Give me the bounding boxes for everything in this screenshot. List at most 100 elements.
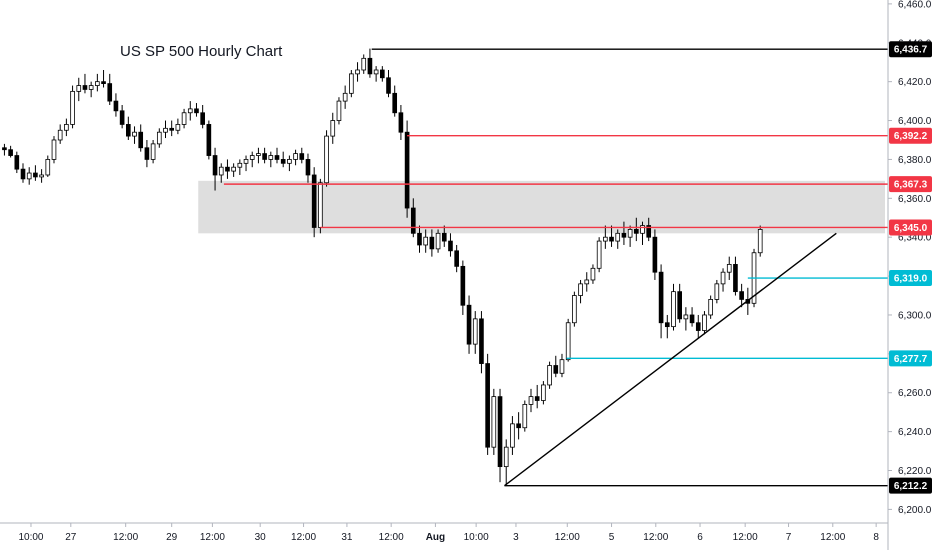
candle (739, 283, 744, 308)
time-tick-label: Aug (426, 532, 445, 543)
candle (392, 85, 398, 117)
bearish-candle-body (553, 365, 559, 374)
candle (578, 279, 583, 304)
bearish-candle-body (677, 291, 683, 320)
bullish-candle-body (70, 90, 75, 125)
candle (448, 233, 453, 257)
bearish-candle-body (485, 363, 490, 448)
price-level-badge: 6,436.7 (889, 41, 932, 58)
bullish-candle-body (708, 299, 713, 316)
bearish-candle-body (479, 318, 484, 364)
bearish-candle-body (299, 153, 305, 160)
time-tick-label: 27 (65, 532, 77, 543)
bearish-candle-body (262, 153, 267, 160)
candle (503, 439, 509, 487)
candle (64, 118, 69, 137)
candle (386, 69, 391, 98)
candle (8, 145, 13, 158)
price-level-badge: 6,367.3 (889, 176, 932, 193)
bullish-candle-body (336, 100, 342, 121)
price-badge-label: 6,345.0 (894, 223, 928, 234)
bearish-candle-body (138, 131, 144, 149)
price-tick-label: 6,220.0 (898, 466, 932, 477)
candle (342, 85, 348, 109)
bearish-candle-body (14, 155, 20, 170)
candle (144, 139, 150, 168)
bearish-candle-body (379, 69, 385, 79)
bullish-candle-body (330, 120, 336, 137)
bearish-candle-body (664, 322, 670, 328)
candle (311, 167, 317, 238)
bearish-candle-body (144, 147, 150, 160)
price-tick-label: 6,380.0 (898, 155, 932, 166)
candle (708, 295, 713, 319)
candle (26, 167, 32, 185)
candle (57, 124, 63, 144)
bullish-candle-body (237, 162, 243, 168)
candle (237, 159, 243, 175)
candle (299, 147, 305, 164)
candle (45, 155, 51, 177)
price-badge-label: 6,319.0 (894, 274, 928, 285)
bearish-candle-body (739, 291, 744, 300)
candle (683, 307, 689, 331)
candle (262, 147, 267, 164)
candle (596, 237, 602, 273)
bearish-candle-body (466, 304, 472, 345)
candle (398, 104, 404, 140)
price-tick-label: 6,260.0 (898, 388, 932, 399)
candle (194, 103, 199, 117)
price-level-badge: 6,345.0 (889, 219, 932, 236)
candle (423, 229, 429, 253)
bearish-candle-body (646, 225, 652, 238)
bearish-candle-body (621, 232, 627, 238)
bearish-candle-body (280, 159, 286, 164)
chart-title: US SP 500 Hourly Chart (120, 43, 283, 60)
candle (330, 112, 336, 144)
bullish-candle-body (720, 271, 726, 285)
candle (460, 260, 466, 315)
bullish-candle-body (596, 240, 602, 269)
candle (547, 361, 552, 389)
candle (559, 353, 565, 378)
price-tick-label: 6,400.0 (898, 116, 932, 127)
candle (82, 73, 88, 94)
candle (726, 256, 732, 280)
candle (200, 104, 205, 129)
bullish-candle-body (640, 225, 645, 234)
time-tick-label: 5 (609, 532, 615, 543)
candle (349, 69, 354, 98)
bullish-candle-body (671, 291, 676, 328)
bullish-candle-body (181, 112, 187, 125)
bullish-candle-body (472, 318, 478, 345)
bullish-candle-body (547, 365, 552, 386)
bullish-candle-body (584, 279, 590, 285)
bearish-candle-body (200, 112, 205, 125)
bearish-candle-body (695, 322, 701, 331)
price-badge-bg (889, 176, 932, 193)
candle (590, 264, 596, 284)
candle (256, 147, 261, 164)
time-tick-label: 6 (697, 532, 703, 543)
price-badge-label: 6,367.3 (894, 180, 928, 191)
candle (305, 153, 311, 183)
bullish-candle-body (175, 124, 181, 131)
candle (664, 314, 670, 339)
bullish-candle-body (757, 229, 763, 254)
bullish-candle-body (714, 283, 720, 300)
bearish-candle-body (441, 232, 447, 242)
ascending-trendline[interactable] (504, 232, 837, 487)
bearish-candle-body (392, 92, 398, 114)
candle (528, 388, 534, 413)
candle (287, 155, 292, 172)
time-tick-label: 12:00 (379, 532, 404, 543)
candle (627, 225, 633, 247)
price-level-badge: 6,392.2 (889, 127, 932, 144)
candle (417, 225, 422, 253)
bearish-candle-body (274, 155, 280, 160)
bearish-candle-body (516, 423, 521, 429)
candle (479, 311, 484, 374)
bearish-candle-body (8, 149, 13, 156)
